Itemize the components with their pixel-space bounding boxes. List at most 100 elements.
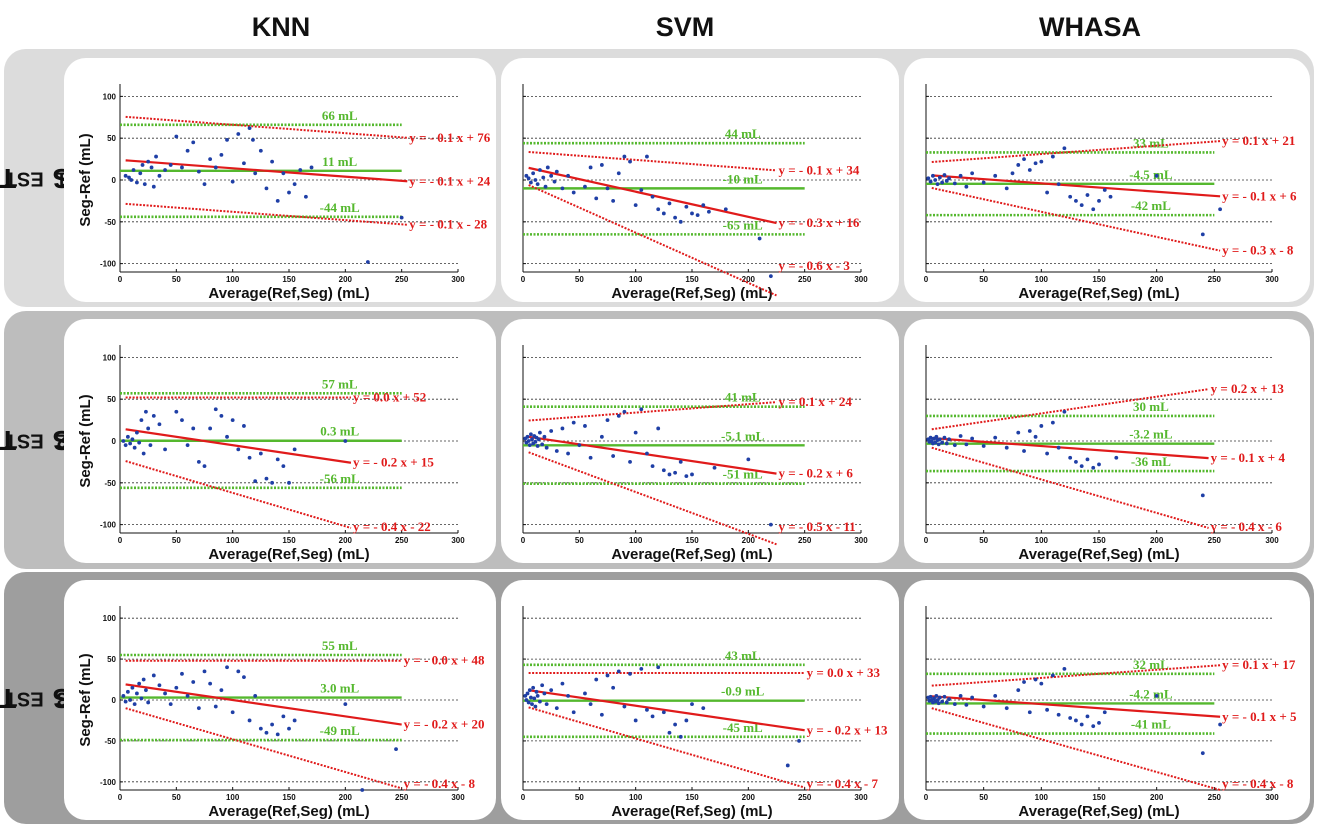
regression-equation: y = - 0.2 x + 20 xyxy=(404,717,485,732)
data-point xyxy=(292,447,297,452)
x-tick-label: 0 xyxy=(924,793,929,802)
regression-equation: y = - 0.3 x - 8 xyxy=(1222,243,1294,258)
lower-limit-label: -65 mL xyxy=(723,217,763,232)
data-point xyxy=(213,704,218,709)
data-point xyxy=(135,430,139,435)
x-axis-title: Average(Ref,Seg) (mL) xyxy=(611,803,772,820)
regression-equation: y = - 0.1 x + 5 xyxy=(1222,709,1297,724)
lower-regression-limit xyxy=(125,202,408,226)
data-point xyxy=(639,407,644,412)
data-point xyxy=(1039,424,1044,428)
data-point xyxy=(1079,203,1084,207)
data-point xyxy=(650,714,655,719)
data-point xyxy=(132,702,137,706)
data-point xyxy=(690,472,694,477)
data-point xyxy=(534,689,539,694)
x-tick-label: 300 xyxy=(854,793,868,802)
x-axis-title: Average(Ref,Seg) (mL) xyxy=(1018,285,1179,302)
column-heading-whasa: WHASA xyxy=(1039,12,1141,42)
data-point xyxy=(185,694,190,698)
mean-label: -4.5 mL xyxy=(1129,167,1173,182)
lower-limit-label: -42 mL xyxy=(1131,198,1171,213)
data-point xyxy=(1218,207,1222,212)
data-point xyxy=(785,763,790,768)
data-point xyxy=(944,700,949,705)
x-tick-label: 300 xyxy=(451,793,465,802)
regression-equation: y = 0.1 x + 24 xyxy=(779,394,853,409)
data-point xyxy=(242,424,246,428)
data-point xyxy=(684,474,689,479)
data-point xyxy=(247,718,252,723)
data-point xyxy=(531,685,536,690)
regression-line xyxy=(125,159,408,183)
data-point xyxy=(174,409,179,414)
data-point xyxy=(628,460,632,464)
regression-equation: y = - 0.1 x + 4 xyxy=(1211,450,1286,465)
regression-line xyxy=(931,695,1221,718)
data-point xyxy=(628,671,632,676)
data-point xyxy=(526,700,531,705)
data-point xyxy=(970,695,975,700)
upper-limit-label: 43 mL xyxy=(725,648,761,663)
data-point xyxy=(622,409,627,414)
x-tick-label: 300 xyxy=(854,275,868,284)
mean-label: 0.3 mL xyxy=(320,424,359,439)
data-point xyxy=(264,730,269,735)
data-point xyxy=(932,696,936,701)
y-axis-title: Seg-Ref (mL) xyxy=(77,653,94,746)
data-point xyxy=(533,704,538,709)
data-point xyxy=(940,440,945,445)
data-point xyxy=(253,171,258,176)
x-axis-title: Average(Ref,Seg) (mL) xyxy=(208,546,369,563)
x-tick-label: 50 xyxy=(575,536,584,545)
mean-label: -10 mL xyxy=(723,171,763,186)
upper-limit-label: 30 mL xyxy=(1133,399,1169,414)
data-point xyxy=(157,422,162,427)
data-point xyxy=(588,702,593,706)
data-point xyxy=(768,274,773,279)
data-point xyxy=(1016,688,1021,693)
regression-equation: y = - 0.2 x + 15 xyxy=(353,455,434,470)
data-point xyxy=(149,165,154,170)
y-tick-label: -100 xyxy=(100,778,117,787)
chart-panel-test-set-3-svm: 0 50 100 150 200 250 300 Average(Ref,Seg) (mL) 4… xyxy=(501,580,899,820)
data-point xyxy=(129,178,134,182)
data-point xyxy=(365,260,370,264)
data-point xyxy=(298,168,303,172)
data-point xyxy=(1062,667,1067,671)
data-point xyxy=(667,730,672,735)
mean-label: -3.2 mL xyxy=(1129,427,1173,442)
data-point xyxy=(935,698,940,702)
data-point xyxy=(583,691,587,696)
data-point xyxy=(1079,722,1084,727)
x-tick-label: 250 xyxy=(798,275,812,284)
data-point xyxy=(343,439,348,443)
y-axis-title: Seg-Ref (mL) xyxy=(77,394,94,487)
data-point xyxy=(678,734,683,739)
data-point xyxy=(532,696,537,701)
regression-equation: y = - 0.4 x - 22 xyxy=(353,519,431,534)
data-point xyxy=(146,426,151,431)
data-point xyxy=(523,694,528,698)
mean-label: -5.1 mL xyxy=(721,428,765,443)
data-point xyxy=(934,434,939,439)
data-point xyxy=(137,440,142,445)
data-point xyxy=(526,176,531,181)
data-point xyxy=(208,426,213,431)
data-point xyxy=(281,171,286,176)
data-point xyxy=(202,669,207,674)
data-point xyxy=(535,182,540,187)
data-point xyxy=(163,691,167,696)
lower-regression-limit xyxy=(125,460,352,529)
data-point xyxy=(247,126,252,131)
data-point xyxy=(1074,718,1078,723)
lower-regression-limit xyxy=(931,707,1221,791)
regression-equation: y = - 0.2 x + 13 xyxy=(807,722,888,737)
x-tick-label: 250 xyxy=(395,275,409,284)
upper-limit-label: 33 mL xyxy=(1133,135,1169,150)
data-point xyxy=(1091,207,1096,212)
mean-label: -4.2 mL xyxy=(1129,686,1173,701)
data-point xyxy=(667,472,672,477)
upper-limit-label: 32 mL xyxy=(1133,657,1169,672)
